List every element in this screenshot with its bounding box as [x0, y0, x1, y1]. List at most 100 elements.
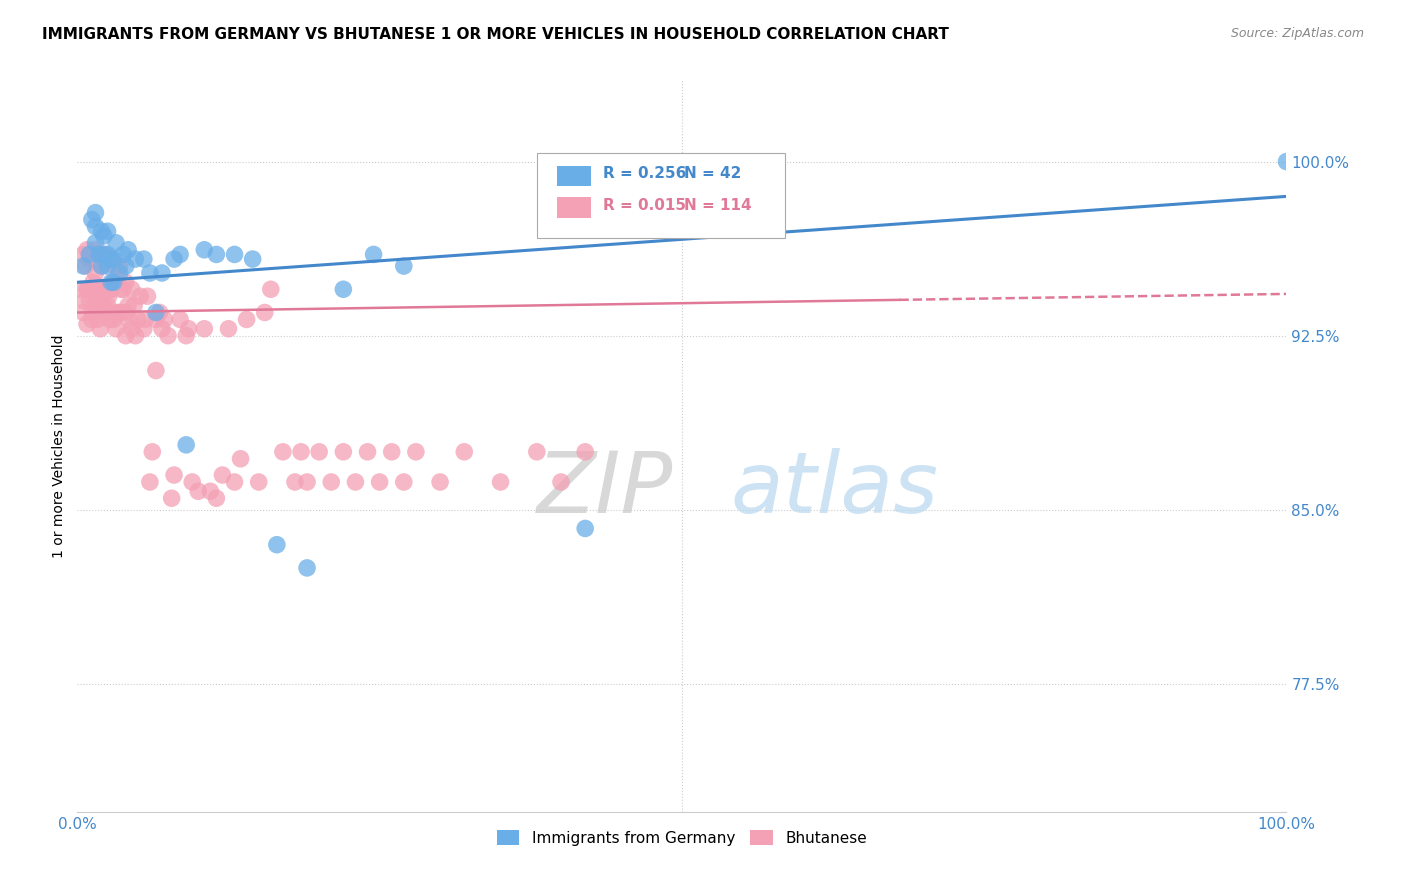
FancyBboxPatch shape	[537, 153, 785, 237]
Point	[108, 305, 131, 319]
Point	[96, 305, 118, 319]
Point	[332, 282, 354, 296]
Point	[321, 475, 343, 489]
Point	[145, 305, 167, 319]
Point	[193, 322, 215, 336]
Point	[205, 247, 228, 261]
Point	[574, 521, 596, 535]
Point	[87, 289, 110, 303]
Point	[145, 312, 167, 326]
Point	[96, 305, 118, 319]
Point	[247, 475, 270, 489]
Point	[160, 491, 183, 506]
Point	[332, 445, 354, 459]
Point	[489, 475, 512, 489]
Point	[104, 259, 127, 273]
Point	[105, 322, 128, 336]
Point	[89, 322, 111, 336]
Point	[86, 252, 108, 266]
Point	[368, 475, 391, 489]
Point	[429, 475, 451, 489]
Point	[79, 293, 101, 308]
Point	[574, 445, 596, 459]
Point	[193, 243, 215, 257]
Point	[253, 305, 276, 319]
Point	[363, 247, 385, 261]
Point	[308, 445, 330, 459]
Point	[96, 299, 118, 313]
Point	[80, 212, 103, 227]
Point	[295, 561, 318, 575]
Point	[121, 282, 143, 296]
Point	[163, 252, 186, 266]
Point	[97, 289, 120, 303]
Point	[108, 259, 131, 273]
Point	[90, 259, 112, 273]
Legend: Immigrants from Germany, Bhutanese: Immigrants from Germany, Bhutanese	[491, 823, 873, 852]
Point	[72, 247, 94, 261]
Point	[453, 445, 475, 459]
Point	[153, 312, 176, 326]
Point	[90, 259, 112, 273]
Point	[75, 259, 97, 273]
Point	[526, 445, 548, 459]
Point	[100, 275, 122, 289]
Point	[112, 282, 135, 296]
Point	[290, 445, 312, 459]
Point	[405, 445, 427, 459]
Point	[174, 438, 197, 452]
Point	[117, 299, 139, 313]
Point	[100, 282, 122, 296]
Point	[124, 252, 146, 266]
Text: ZIP: ZIP	[537, 449, 673, 532]
Point	[110, 282, 132, 296]
Point	[132, 322, 155, 336]
Point	[392, 475, 415, 489]
Point	[205, 491, 228, 506]
Point	[84, 235, 107, 250]
Point	[73, 293, 96, 308]
FancyBboxPatch shape	[557, 197, 592, 218]
Point	[105, 275, 128, 289]
Point	[134, 312, 156, 326]
Point	[87, 252, 110, 266]
Point	[224, 247, 246, 261]
Point	[284, 475, 307, 489]
Point	[80, 305, 103, 319]
Point	[129, 289, 152, 303]
Y-axis label: 1 or more Vehicles in Household: 1 or more Vehicles in Household	[52, 334, 66, 558]
Point	[1275, 154, 1298, 169]
Point	[93, 247, 115, 261]
Point	[148, 305, 170, 319]
Point	[114, 259, 136, 273]
Point	[122, 299, 145, 313]
Point	[79, 252, 101, 266]
Point	[87, 247, 110, 261]
Point	[96, 247, 118, 261]
Point	[145, 363, 167, 377]
Text: IMMIGRANTS FROM GERMANY VS BHUTANESE 1 OR MORE VEHICLES IN HOUSEHOLD CORRELATION: IMMIGRANTS FROM GERMANY VS BHUTANESE 1 O…	[42, 27, 949, 42]
Point	[105, 305, 128, 319]
Point	[103, 275, 125, 289]
Point	[344, 475, 367, 489]
Point	[260, 282, 283, 296]
Point	[139, 475, 162, 489]
Point	[124, 328, 146, 343]
Point	[103, 252, 125, 266]
Point	[72, 259, 94, 273]
Point	[72, 305, 94, 319]
Point	[169, 312, 191, 326]
Point	[356, 445, 378, 459]
Point	[211, 468, 233, 483]
Point	[77, 282, 100, 296]
Point	[84, 305, 107, 319]
Point	[105, 235, 128, 250]
Point	[83, 243, 105, 257]
Point	[163, 468, 186, 483]
Point	[218, 322, 240, 336]
Point	[84, 205, 107, 219]
Point	[381, 445, 404, 459]
Point	[76, 317, 98, 331]
Point	[132, 252, 155, 266]
Point	[96, 259, 118, 273]
